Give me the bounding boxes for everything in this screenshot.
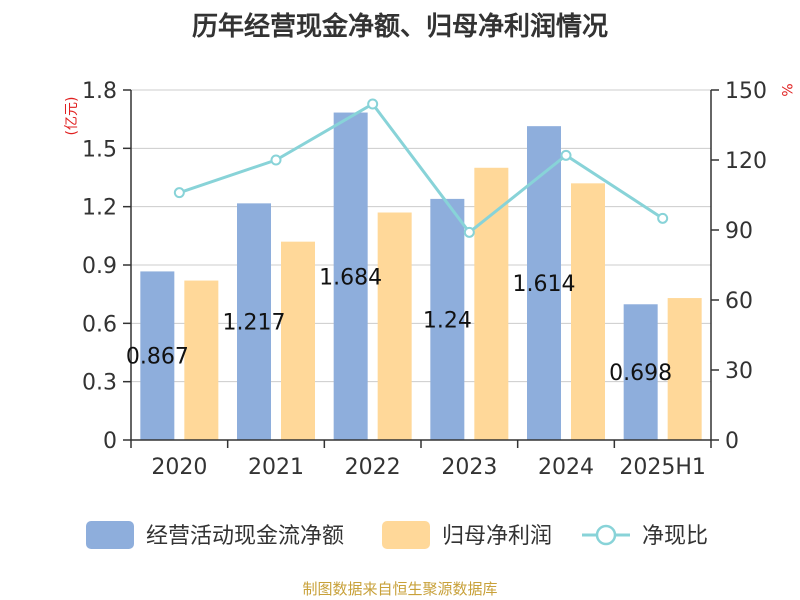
x-tick-label: 2024 <box>538 455 594 480</box>
legend-label-net-profit: 归母净利润 <box>442 524 552 549</box>
bar-net-profit <box>667 298 702 440</box>
legend-swatch-ratio-marker <box>595 524 617 546</box>
chart-title: 历年经营现金净额、归母净利润情况 <box>191 12 608 42</box>
ratio-line-series <box>173 98 669 238</box>
y-left-tick-label: 0.6 <box>82 312 117 337</box>
ratio-point <box>463 226 475 238</box>
y-left-unit-label: (亿元) <box>64 97 80 136</box>
bar-net-profit <box>377 212 412 440</box>
bar-net-profit <box>184 280 219 440</box>
bar-value-label: 1.614 <box>513 272 576 297</box>
bar-series <box>140 112 702 441</box>
bar-value-label: 1.684 <box>319 265 382 290</box>
bar-value-label: 0.867 <box>126 345 189 370</box>
legend: 经营活动现金流净额 归母净利润 净现比 <box>86 521 708 549</box>
y-right-tick-label: 150 <box>725 79 767 104</box>
bar-operating-cash-flow <box>430 198 465 440</box>
y-right-tick-label: 0 <box>725 429 739 454</box>
ratio-point <box>657 212 669 224</box>
x-tick-label: 2021 <box>248 455 304 480</box>
y-right-tick-label: 30 <box>725 359 753 384</box>
y-left-tick-label: 1.8 <box>82 79 117 104</box>
x-tick-label: 2025H1 <box>619 455 706 480</box>
bar-operating-cash-flow <box>623 304 658 440</box>
ratio-line <box>178 102 664 235</box>
y-left-tick-label: 0 <box>103 429 117 454</box>
bar-operating-cash-flow <box>527 126 561 441</box>
bar-value-label: 1.217 <box>223 311 286 336</box>
y-right-tick-label: 120 <box>725 149 767 174</box>
axes: 0 0.3 0.6 0.9 1.2 1.5 1.8 0 30 60 90 120 150 (亿元)% 202… <box>64 79 794 480</box>
bar-net-profit <box>571 183 605 441</box>
bar-operating-cash-flow <box>333 112 368 441</box>
bar-net-profit <box>474 167 509 440</box>
grid-lines <box>131 89 711 383</box>
y-right-tick-label: 60 <box>725 289 753 314</box>
ratio-point <box>270 154 282 166</box>
legend-label-ratio: 净现比 <box>642 524 708 549</box>
legend-label-operating-cash-flow: 经营活动现金流净额 <box>146 524 344 549</box>
y-right-unit-label: % <box>778 83 794 96</box>
y-left-tick-label: 0.3 <box>82 371 117 396</box>
y-left-tick-label: 0.9 <box>82 254 117 279</box>
y-left-tick-label: 1.2 <box>82 196 117 221</box>
bar-net-profit <box>281 241 315 440</box>
ratio-point <box>560 149 572 161</box>
x-tick-label: 2023 <box>441 455 497 480</box>
x-tick-label: 2022 <box>345 455 401 480</box>
ratio-point <box>367 98 379 110</box>
legend-swatch-net-profit <box>382 521 430 549</box>
y-right-tick-label: 90 <box>725 219 753 244</box>
ratio-point <box>173 187 185 199</box>
bar-operating-cash-flow <box>140 271 175 440</box>
bar-value-label: 0.698 <box>609 361 672 386</box>
y-left-tick-label: 1.5 <box>82 137 117 162</box>
legend-swatch-operating-cash-flow <box>86 521 134 549</box>
bar-value-label: 1.24 <box>423 308 472 333</box>
x-tick-label: 2020 <box>151 455 207 480</box>
bar-value-labels: 0.867 1.217 1.684 1.24 1.614 0.698 <box>126 265 672 386</box>
source-note: 制图数据来自恒生聚源数据库 <box>302 580 498 598</box>
bar-operating-cash-flow <box>237 203 271 440</box>
